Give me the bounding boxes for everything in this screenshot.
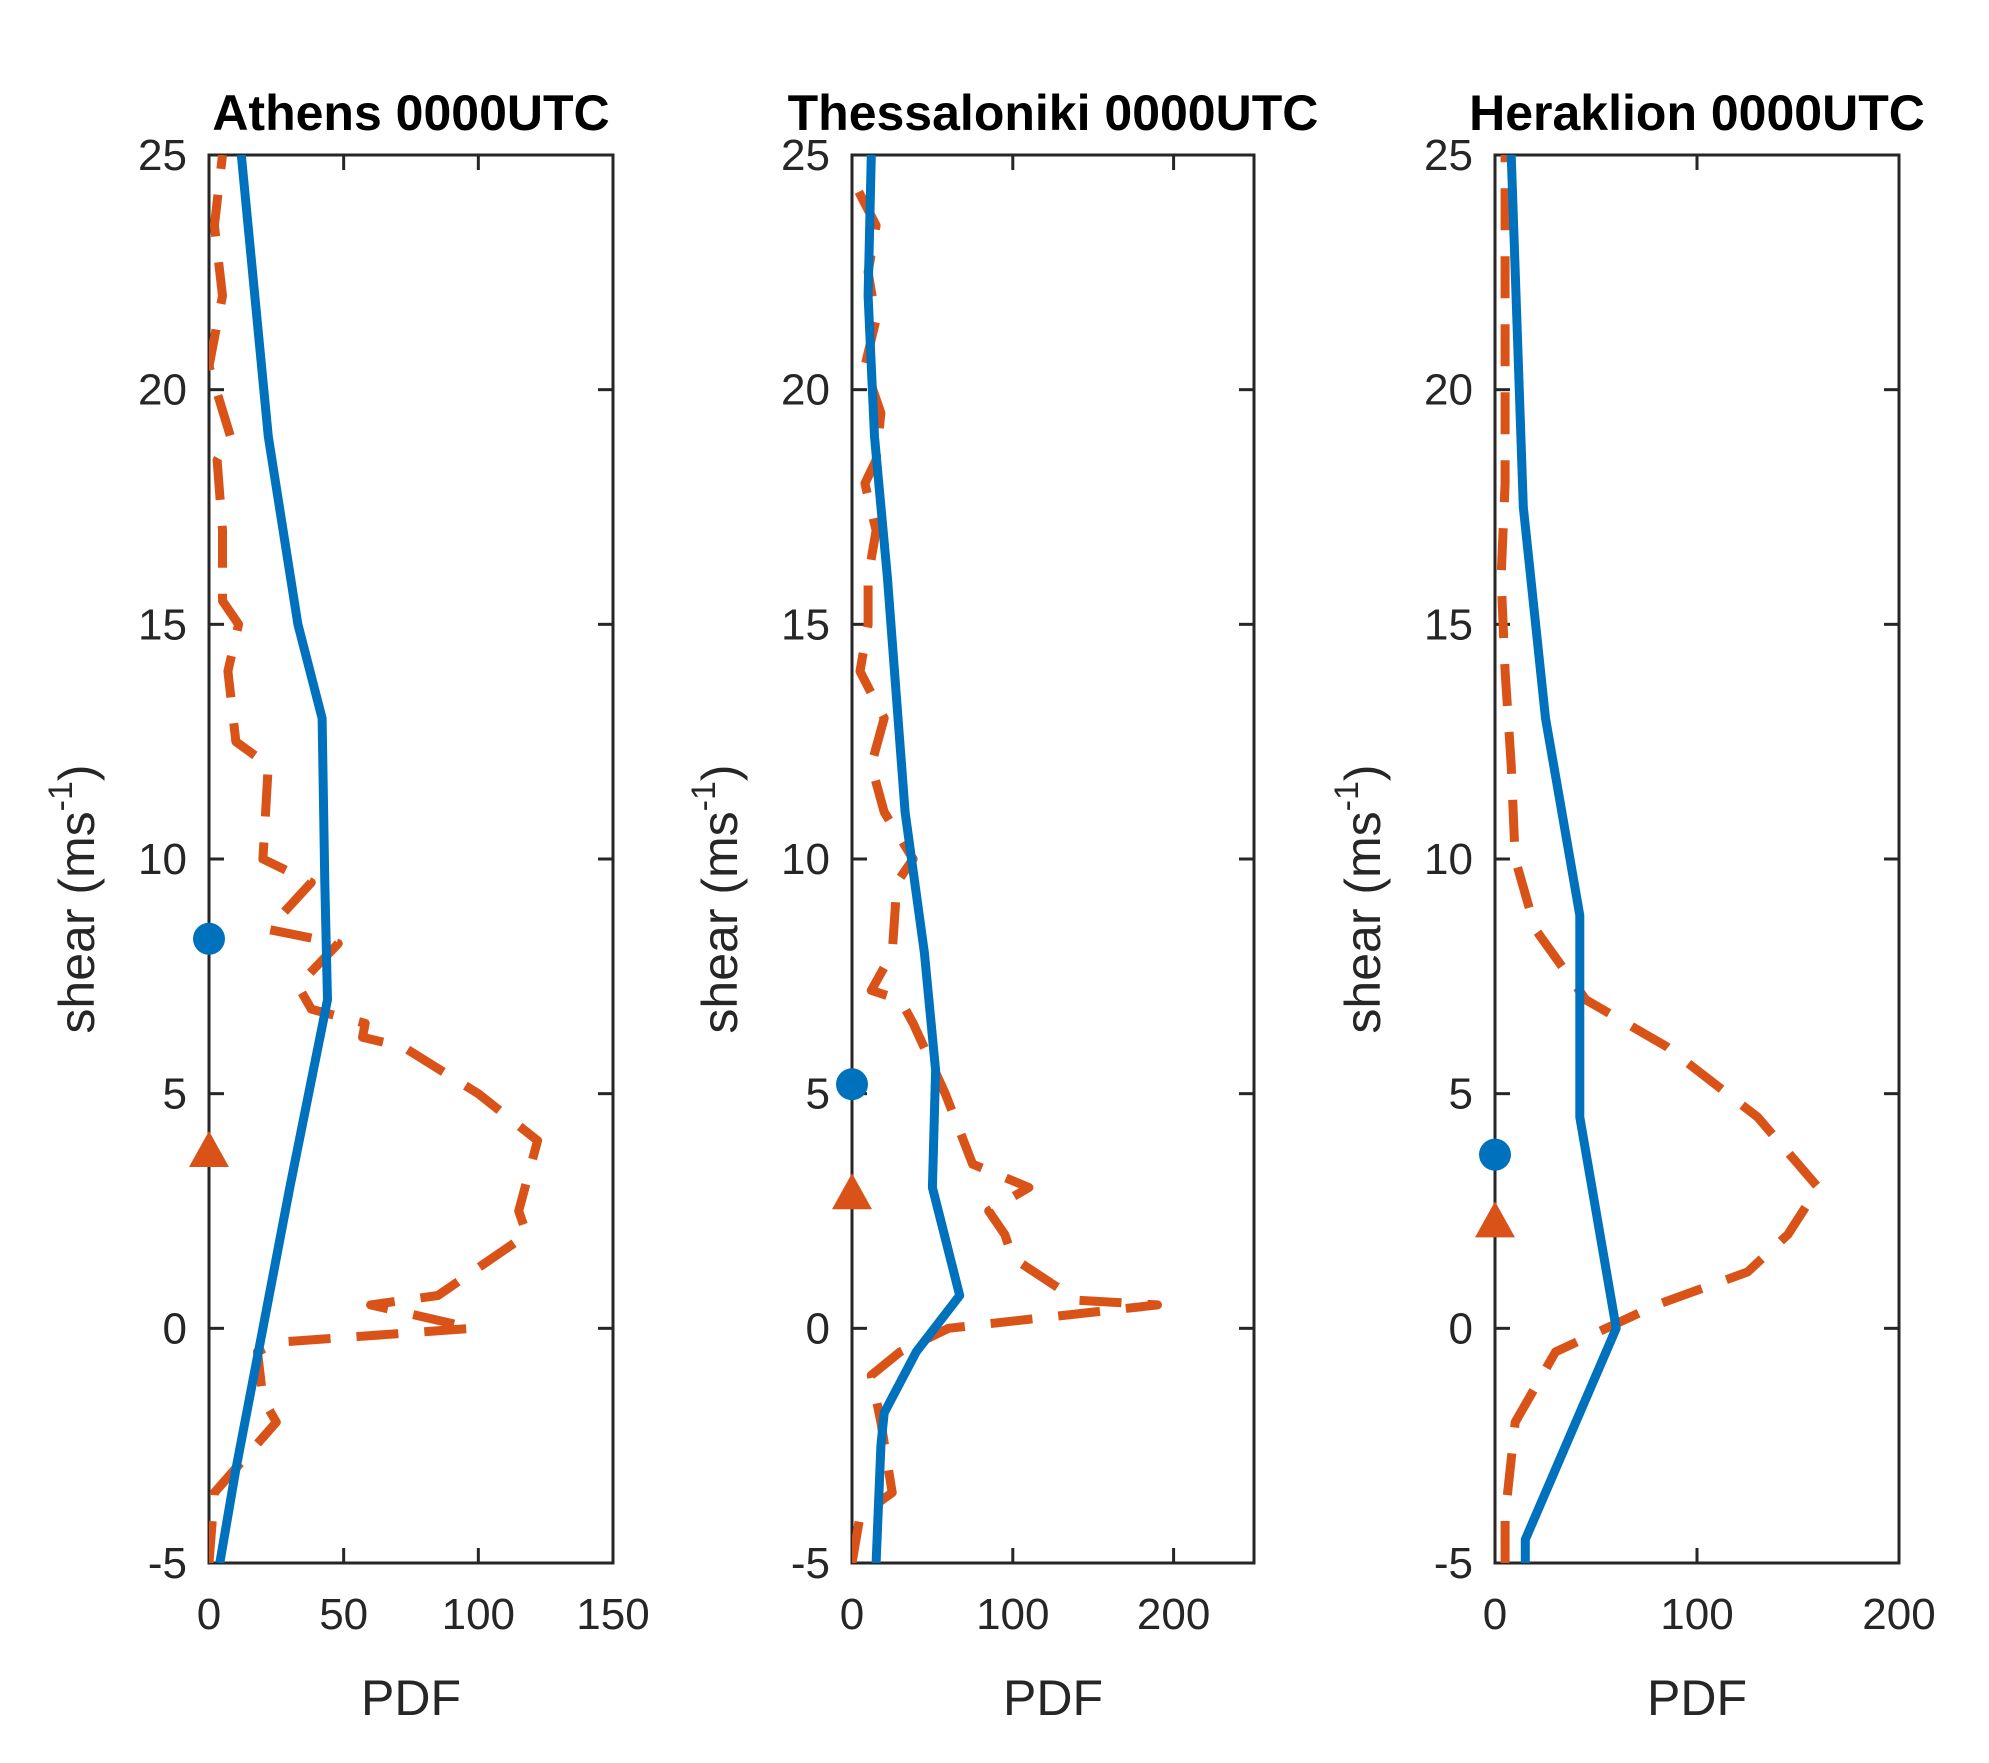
y-tick-label: 25: [138, 131, 187, 180]
x-tick-label: 100: [976, 1590, 1049, 1639]
y-tick-label: 0: [806, 1304, 830, 1353]
y-tick-label: 0: [1449, 1304, 1473, 1353]
y-tick-label: 5: [806, 1070, 830, 1119]
y-axis-label-superscript: -1: [685, 781, 723, 811]
x-tick-label: 0: [840, 1590, 864, 1639]
y-tick-label: 25: [1424, 131, 1473, 180]
chart-title: Heraklion 0000UTC: [1469, 85, 1925, 141]
series-line-dashed: [1496, 155, 1823, 1563]
marker-triangle: [189, 1130, 229, 1167]
y-axis-label-superscript: -1: [42, 781, 80, 811]
marker-circle: [193, 922, 225, 955]
y-tick-label: 15: [1424, 600, 1473, 649]
y-tick-label: 25: [781, 131, 830, 180]
y-tick-label: 15: [138, 600, 187, 649]
y-tick-label: 10: [781, 835, 830, 884]
y-tick-label: -5: [791, 1539, 830, 1588]
y-tick-label: -5: [1434, 1539, 1473, 1588]
y-tick-label: -5: [148, 1539, 187, 1588]
x-tick-label: 0: [1483, 1590, 1507, 1639]
y-tick-label: 20: [1424, 366, 1473, 415]
y-axis-label-close: ): [692, 764, 748, 781]
y-axis-label-text: shear (ms: [692, 811, 748, 1033]
y-axis-label: shear (ms-1): [1328, 764, 1391, 1033]
y-tick-label: 10: [138, 835, 187, 884]
x-tick-label: 50: [319, 1590, 368, 1639]
x-tick-label: 100: [1660, 1590, 1733, 1639]
y-tick-label: 20: [781, 366, 830, 415]
x-tick-label: 100: [442, 1590, 515, 1639]
y-axis-label-close: ): [1335, 764, 1391, 781]
marker-circle: [836, 1068, 868, 1101]
y-axis-label-text: shear (ms: [49, 811, 105, 1033]
y-axis-label-close: ): [49, 764, 105, 781]
chart-title: Athens 0000UTC: [212, 85, 609, 141]
y-tick-label: 20: [138, 366, 187, 415]
y-tick-label: 10: [1424, 835, 1473, 884]
x-tick-label: 150: [576, 1590, 649, 1639]
y-axis-label: shear (ms-1): [685, 764, 748, 1033]
chart-title: Thessaloniki 0000UTC: [788, 85, 1319, 141]
y-tick-label: 0: [163, 1304, 187, 1353]
y-tick-label: 5: [1449, 1070, 1473, 1119]
x-tick-label: 200: [1862, 1590, 1935, 1639]
marker-triangle: [832, 1173, 872, 1210]
x-tick-label: 0: [197, 1590, 221, 1639]
marker-triangle: [1475, 1201, 1515, 1238]
x-axis-label: PDF: [1003, 1670, 1103, 1726]
series-line-dashed: [852, 176, 1162, 1563]
x-tick-label: 200: [1137, 1590, 1210, 1639]
series-line-solid: [1506, 155, 1621, 1563]
y-axis-label: shear (ms-1): [42, 764, 105, 1033]
series-line-solid: [863, 155, 965, 1563]
series-line-dashed: [209, 155, 543, 1563]
series-line-solid: [215, 155, 332, 1563]
y-tick-label: 5: [163, 1070, 187, 1119]
y-axis-label-text: shear (ms: [1335, 811, 1391, 1033]
x-axis-label: PDF: [1647, 1670, 1747, 1726]
marker-circle: [1479, 1138, 1511, 1171]
x-axis-label: PDF: [361, 1670, 461, 1726]
y-tick-label: 15: [781, 600, 830, 649]
y-axis-label-superscript: -1: [1328, 781, 1366, 811]
